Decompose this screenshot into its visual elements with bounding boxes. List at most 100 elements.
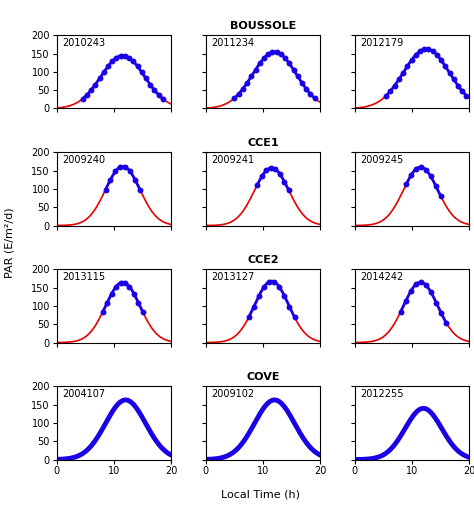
Point <box>100 68 108 76</box>
Point <box>412 51 419 59</box>
Point <box>121 163 129 171</box>
Point <box>290 66 297 74</box>
Point <box>264 50 272 58</box>
Point <box>294 72 301 80</box>
Point <box>231 94 238 102</box>
Point <box>402 180 410 188</box>
Point <box>454 81 462 89</box>
Point <box>275 283 283 291</box>
Point <box>458 87 466 95</box>
Point <box>412 280 419 288</box>
Point <box>146 80 154 88</box>
Text: COVE: COVE <box>246 372 280 382</box>
Point <box>422 166 430 174</box>
Point <box>111 168 119 176</box>
Point <box>397 308 404 316</box>
Point <box>429 47 437 55</box>
Point <box>420 45 428 53</box>
Point <box>285 60 293 68</box>
Point <box>107 176 114 184</box>
Point <box>443 319 450 327</box>
Point <box>432 298 440 307</box>
Point <box>121 279 129 287</box>
Point <box>273 48 281 56</box>
Point <box>155 91 163 99</box>
Point <box>254 181 261 189</box>
Point <box>159 95 167 103</box>
Point <box>416 47 424 55</box>
Point <box>108 289 115 297</box>
Point <box>260 283 268 291</box>
Point <box>265 278 273 286</box>
Text: 2009245: 2009245 <box>360 155 404 165</box>
Point <box>311 94 319 102</box>
Point <box>83 91 91 99</box>
Point <box>252 66 259 74</box>
Point <box>250 302 258 311</box>
Text: 2011234: 2011234 <box>211 37 255 47</box>
Point <box>425 45 432 53</box>
Point <box>239 85 246 93</box>
Text: BOUSSOLE: BOUSSOLE <box>230 21 296 31</box>
Point <box>281 292 288 300</box>
Point <box>121 52 128 60</box>
Point <box>417 278 425 286</box>
Point <box>387 87 394 95</box>
Point <box>427 288 435 296</box>
Text: Local Time (h): Local Time (h) <box>221 490 300 500</box>
Point <box>441 62 449 70</box>
Point <box>138 68 146 76</box>
Point <box>298 79 306 87</box>
Point <box>417 163 425 171</box>
Point <box>269 48 276 56</box>
Point <box>281 177 288 185</box>
Point <box>117 279 124 287</box>
Point <box>407 171 415 179</box>
Text: 2009241: 2009241 <box>211 155 255 165</box>
Point <box>235 90 242 98</box>
Point <box>142 74 150 82</box>
Point <box>399 69 407 77</box>
Point <box>267 164 274 172</box>
Point <box>427 172 435 180</box>
Point <box>87 86 95 94</box>
Point <box>139 308 146 316</box>
Point <box>125 54 133 62</box>
Text: 2012255: 2012255 <box>360 389 404 398</box>
Point <box>412 165 420 173</box>
Point <box>256 60 264 68</box>
Point <box>245 313 253 321</box>
Point <box>302 85 310 93</box>
Point <box>104 62 112 70</box>
Point <box>247 72 255 80</box>
Point <box>126 282 133 290</box>
Point <box>438 56 445 64</box>
Point <box>403 62 411 70</box>
Point <box>407 287 414 295</box>
Point <box>136 185 144 193</box>
Text: 2013127: 2013127 <box>211 272 255 282</box>
Point <box>433 51 441 59</box>
Text: 2004107: 2004107 <box>63 389 106 398</box>
Point <box>255 292 263 300</box>
Point <box>437 192 445 200</box>
Point <box>446 69 453 77</box>
Text: 2009240: 2009240 <box>63 155 106 165</box>
Point <box>272 165 279 173</box>
Point <box>263 166 270 174</box>
Point <box>113 54 120 62</box>
Point <box>276 170 283 178</box>
Text: 2010243: 2010243 <box>63 37 106 47</box>
Text: 2014242: 2014242 <box>360 272 404 282</box>
Text: 2009102: 2009102 <box>211 389 255 398</box>
Text: CCE1: CCE1 <box>247 138 279 148</box>
Point <box>129 57 137 65</box>
Point <box>422 281 430 289</box>
Point <box>102 185 109 193</box>
Point <box>270 278 278 286</box>
Point <box>307 90 314 98</box>
Text: PAR (E/m²/d): PAR (E/m²/d) <box>5 207 15 278</box>
Point <box>438 309 445 317</box>
Point <box>391 81 399 89</box>
Point <box>109 57 116 65</box>
